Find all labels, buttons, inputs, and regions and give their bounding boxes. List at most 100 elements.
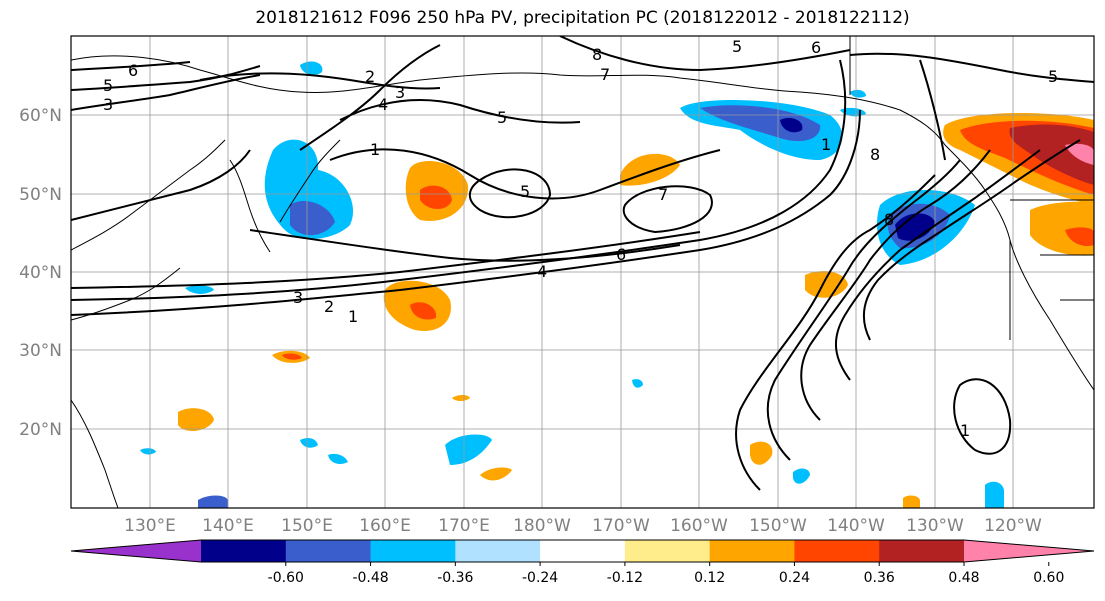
neg-anomaly-alaska-mid bbox=[700, 105, 821, 142]
contour-label: 5 bbox=[732, 37, 742, 56]
contour-label: 4 bbox=[537, 262, 547, 281]
colorbar-tick-label: 0.12 bbox=[694, 570, 725, 586]
colorbar-extend-low bbox=[71, 540, 201, 562]
neg-anomaly-okhotsk bbox=[300, 61, 323, 76]
colorbar-tick-label: 0.60 bbox=[1033, 570, 1064, 586]
pos-anomaly-pacific-core bbox=[410, 302, 437, 320]
colorbar-segment bbox=[285, 540, 372, 562]
lat-label: 60°N bbox=[19, 106, 62, 126]
pos-anomaly-small-5 bbox=[903, 495, 920, 508]
contour-label: 1 bbox=[960, 421, 970, 440]
neg-anomaly-small-2 bbox=[198, 495, 228, 508]
contour-label: 1 bbox=[821, 135, 831, 154]
lon-label: 130°E bbox=[124, 516, 176, 536]
lon-label: 130°W bbox=[906, 516, 964, 536]
lat-label: 50°N bbox=[19, 185, 62, 205]
contour-label: 5 bbox=[497, 108, 507, 127]
map-title: 2018121612 F096 250 hPa PV, precipitatio… bbox=[255, 8, 910, 28]
latitude-labels: 60°N 50°N 40°N 30°N 20°N bbox=[19, 106, 62, 440]
colorbar: -0.60 -0.48 -0.36 -0.24 -0.12 0.12 0.24 0.36 0.4… bbox=[70, 539, 1095, 586]
contour-label: 3 bbox=[103, 95, 113, 114]
pos-anomaly-hawaii bbox=[750, 441, 773, 465]
neg-anomaly-small-10 bbox=[850, 89, 866, 98]
contour-label: 1 bbox=[348, 307, 358, 326]
contour-label: 6 bbox=[128, 61, 138, 80]
neg-anomaly-small-6 bbox=[140, 448, 156, 455]
contour-label: 4 bbox=[378, 95, 388, 114]
colorbar-segment bbox=[879, 540, 965, 562]
colorbar-segment bbox=[455, 540, 541, 562]
colorbar-segment bbox=[370, 540, 456, 562]
pos-anomaly-small-4 bbox=[452, 395, 470, 401]
contour-label: 3 bbox=[395, 83, 405, 102]
coastlines bbox=[71, 36, 1094, 508]
colorbar-tick-label: -0.36 bbox=[437, 570, 473, 586]
contour-label: 2 bbox=[324, 297, 334, 316]
colorbar-segment bbox=[201, 540, 287, 562]
colorbar-tick-label: -0.60 bbox=[268, 570, 304, 586]
neg-anomaly-small-1 bbox=[445, 434, 492, 465]
pos-anomaly-central bbox=[805, 271, 848, 298]
colorbar-segment bbox=[794, 540, 880, 562]
colorbar-tick-label: 0.36 bbox=[864, 570, 895, 586]
contour-label: 7 bbox=[600, 65, 610, 84]
contour-label: 5 bbox=[520, 182, 530, 201]
contour-label: 8 bbox=[884, 210, 894, 229]
colorbar-segment bbox=[624, 540, 711, 562]
colorbar-tick-label: -0.24 bbox=[522, 570, 558, 586]
pos-anomaly-small-3 bbox=[480, 467, 512, 481]
neg-anomaly-japan bbox=[264, 139, 354, 240]
lat-label: 20°N bbox=[19, 420, 62, 440]
neg-anomaly-small-3 bbox=[300, 437, 318, 448]
colorbar-segment bbox=[709, 540, 795, 562]
lon-label: 120°W bbox=[984, 516, 1042, 536]
contour-label: 8 bbox=[870, 145, 880, 164]
map-frame bbox=[70, 35, 1095, 509]
lon-label: 150°E bbox=[281, 516, 333, 536]
neg-anomaly-small-8 bbox=[793, 468, 810, 484]
colorbar-outline bbox=[70, 539, 1095, 563]
lon-label: 170°W bbox=[592, 516, 650, 536]
colorbar-segment bbox=[540, 540, 626, 562]
colorbar-tick-label: 0.48 bbox=[948, 570, 979, 586]
colorbar-tick-label: 0.24 bbox=[779, 570, 810, 586]
contour-label: 6 bbox=[616, 245, 626, 264]
neg-anomaly-small-4 bbox=[328, 453, 348, 464]
contour-label: 3 bbox=[293, 288, 303, 307]
lon-label: 140°E bbox=[202, 516, 254, 536]
pos-anomaly-bc-high bbox=[1009, 124, 1094, 185]
lon-label: 150°W bbox=[749, 516, 807, 536]
contour-label: 5 bbox=[1048, 67, 1058, 86]
contour-label: 8 bbox=[592, 45, 602, 64]
lon-label: 160°E bbox=[359, 516, 411, 536]
contour-label: 5 bbox=[103, 76, 113, 95]
colorbar-extend-high bbox=[964, 540, 1094, 562]
contour-label: 6 bbox=[811, 38, 821, 57]
graticule bbox=[71, 36, 1094, 508]
pos-anomaly-bc-peak bbox=[1065, 143, 1094, 165]
lat-label: 30°N bbox=[19, 341, 62, 361]
neg-anomaly-alaska-core bbox=[780, 118, 803, 133]
lon-label: 160°W bbox=[670, 516, 728, 536]
pos-anomaly-kuril-core bbox=[420, 185, 452, 209]
contour-label: 1 bbox=[370, 140, 380, 159]
lon-label: 140°W bbox=[827, 516, 885, 536]
contour-label: 7 bbox=[658, 185, 668, 204]
neg-anomaly-small-7 bbox=[632, 379, 643, 388]
lat-label: 40°N bbox=[19, 263, 62, 283]
colorbar-tick-label: -0.12 bbox=[607, 570, 643, 586]
neg-anomaly-small-5 bbox=[185, 285, 214, 294]
longitude-labels: 130°E 140°E 150°E 160°E 170°E 180°W 170°… bbox=[124, 516, 1042, 536]
neg-anomaly-small-9 bbox=[985, 481, 1004, 508]
lon-label: 170°E bbox=[438, 516, 490, 536]
contour-label: 2 bbox=[365, 67, 375, 86]
neg-anomaly-japan-core bbox=[290, 201, 335, 236]
pos-anomaly-small-1 bbox=[178, 408, 214, 432]
neg-anomaly-ne-pacific-core bbox=[895, 213, 935, 241]
pv-contours bbox=[71, 36, 1094, 491]
pos-anomaly-california-core bbox=[1065, 227, 1094, 247]
pv-contour-labels: 6 5 3 2 3 4 8 7 5 6 5 5 1 5 7 8 6 4 3 2 … bbox=[103, 37, 1058, 440]
colorbar-tick-label: -0.48 bbox=[352, 570, 388, 586]
lon-label: 180°W bbox=[513, 516, 571, 536]
